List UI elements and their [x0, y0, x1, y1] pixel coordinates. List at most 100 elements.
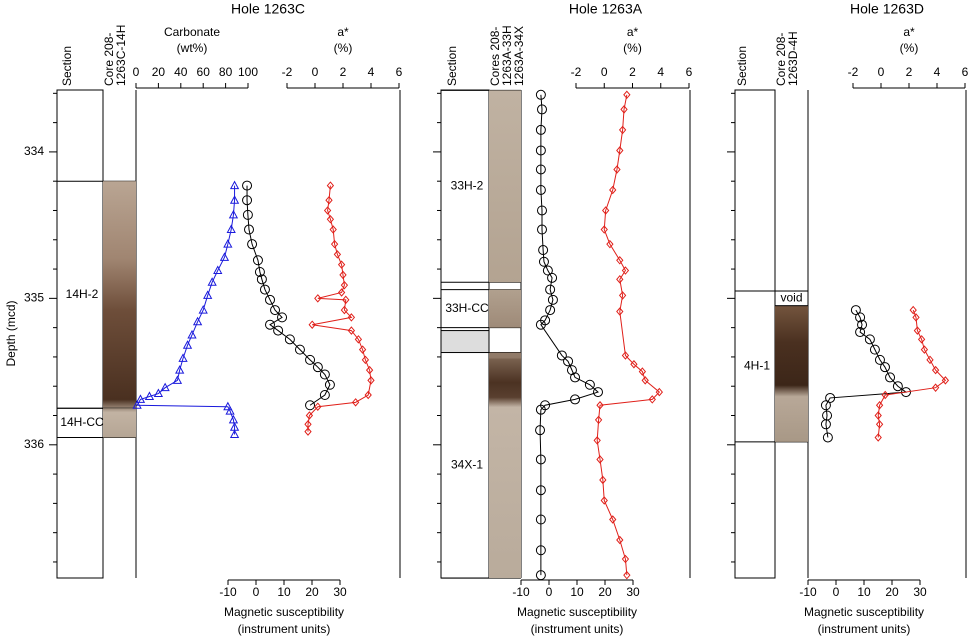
- data-point: [941, 376, 950, 385]
- data-point: [228, 414, 239, 424]
- x-tick-label: 4: [657, 65, 664, 79]
- data-point: [219, 252, 230, 261]
- data-point: [326, 181, 335, 190]
- x-tick-label: -10: [512, 585, 530, 599]
- series-line: [136, 185, 236, 435]
- data-point: [594, 415, 603, 425]
- data-point: [538, 245, 549, 256]
- data-point: [535, 145, 546, 156]
- data-point: [542, 265, 553, 276]
- data-point: [538, 256, 549, 267]
- data-point: [277, 312, 288, 323]
- data-point: [242, 195, 253, 206]
- core-image: [489, 352, 521, 579]
- data-point: [850, 305, 861, 316]
- data-point: [247, 239, 258, 250]
- panel-title: Hole 1263D: [850, 1, 924, 17]
- x-tick-label: 20: [598, 585, 612, 599]
- data-point: [229, 180, 240, 190]
- data-point: [623, 90, 631, 100]
- x-tick-label: 0: [133, 65, 140, 79]
- data-point: [621, 554, 630, 564]
- data-point: [822, 432, 833, 443]
- data-point: [869, 344, 880, 355]
- data-point: [242, 180, 253, 191]
- data-point: [144, 391, 155, 400]
- data-point: [864, 334, 875, 345]
- section-column: [56, 89, 104, 579]
- data-point: [875, 420, 884, 429]
- x-axis-label: (%): [900, 41, 919, 55]
- x-tick-label: 30: [626, 585, 640, 599]
- data-point: [602, 206, 610, 215]
- x-axis-label: a*: [627, 25, 639, 39]
- data-point: [226, 224, 236, 234]
- data-point: [337, 288, 346, 297]
- x-tick-label: 6: [396, 65, 403, 79]
- section-header: Section: [735, 46, 749, 86]
- y-tick-label: 336: [24, 437, 44, 451]
- data-point: [901, 387, 911, 398]
- void: [774, 290, 809, 307]
- x-axis-label: Magnetic susceptibility: [517, 605, 637, 619]
- x-tick-label: 20: [305, 585, 319, 599]
- data-point: [229, 429, 240, 439]
- data-point: [593, 436, 601, 445]
- data-point: [609, 185, 617, 195]
- section-label: 33H-2: [451, 178, 484, 192]
- data-point: [254, 266, 265, 277]
- data-point: [881, 390, 889, 400]
- data-point: [621, 266, 630, 275]
- data-point: [613, 165, 621, 174]
- x-tick-label: 20: [885, 585, 899, 599]
- data-point: [616, 275, 624, 284]
- x-tick-label: 80: [219, 65, 233, 79]
- data-point: [563, 356, 574, 367]
- x-axis-label: (wt%): [177, 41, 208, 55]
- x-tick-label: -2: [848, 65, 859, 79]
- data-point: [312, 362, 323, 373]
- core-header: 1263D-4H: [786, 31, 800, 86]
- x-tick-label: 2: [340, 65, 347, 79]
- data-point: [340, 305, 349, 315]
- x-axis-label: Magnetic susceptibility: [804, 605, 924, 619]
- x-tick-label: 10: [570, 585, 584, 599]
- data-point: [931, 365, 940, 375]
- data-point: [537, 224, 547, 235]
- data-point: [880, 362, 890, 373]
- section-label: 34X-1: [451, 457, 483, 471]
- x-axis-label: Magnetic susceptibility: [224, 605, 344, 619]
- x-tick-label: 0: [253, 585, 260, 599]
- data-point: [535, 184, 546, 195]
- core-header: Core 208-: [102, 33, 116, 86]
- data-point: [535, 485, 546, 496]
- data-point: [917, 335, 926, 344]
- data-point: [616, 256, 624, 265]
- data-point: [192, 316, 203, 326]
- data-point: [606, 239, 614, 249]
- data-point: [330, 239, 339, 249]
- data-point: [547, 272, 558, 283]
- data-point: [616, 146, 624, 155]
- section-label: 14H-CC: [60, 415, 104, 429]
- data-point: [358, 345, 367, 354]
- data-point: [874, 411, 882, 420]
- x-axis-label: a*: [903, 25, 915, 39]
- data-point: [175, 365, 185, 374]
- x-tick-label: 4: [368, 65, 375, 79]
- data-point: [135, 394, 146, 403]
- data-point: [616, 307, 624, 316]
- data-point: [225, 406, 235, 415]
- section-column: [734, 89, 776, 579]
- data-point: [132, 400, 142, 409]
- x-tick-label: 0: [546, 585, 553, 599]
- data-point: [857, 319, 868, 330]
- series-line: [825, 309, 908, 438]
- section-label: 33H-CC: [445, 301, 489, 315]
- data-point: [820, 400, 831, 411]
- data-point: [270, 305, 281, 316]
- x-tick-label: 2: [629, 65, 636, 79]
- data-point: [638, 367, 647, 376]
- data-point: [354, 335, 363, 344]
